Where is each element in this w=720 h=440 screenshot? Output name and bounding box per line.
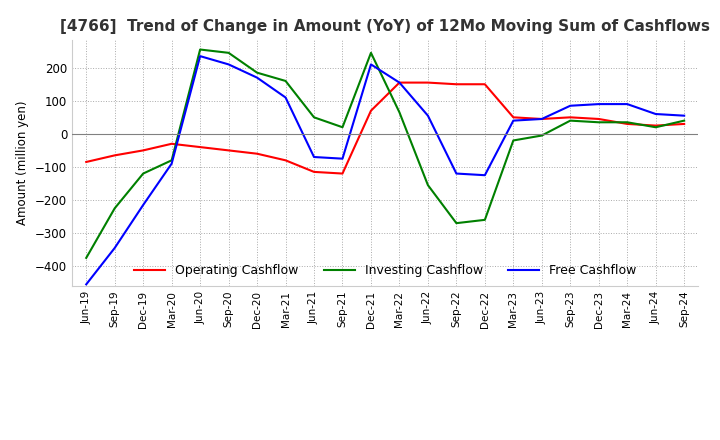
Operating Cashflow	[225, 148, 233, 153]
Operating Cashflow	[139, 148, 148, 153]
Operating Cashflow	[537, 116, 546, 121]
Free Cashflow	[282, 95, 290, 100]
Line: Free Cashflow: Free Cashflow	[86, 56, 684, 284]
Free Cashflow	[537, 116, 546, 121]
Free Cashflow	[82, 282, 91, 287]
Operating Cashflow	[395, 80, 404, 85]
Free Cashflow	[395, 80, 404, 85]
Investing Cashflow	[623, 120, 631, 125]
Investing Cashflow	[338, 125, 347, 130]
Operating Cashflow	[196, 144, 204, 150]
Free Cashflow	[167, 161, 176, 166]
Investing Cashflow	[167, 158, 176, 163]
Investing Cashflow	[452, 220, 461, 226]
Investing Cashflow	[196, 47, 204, 52]
Operating Cashflow	[423, 80, 432, 85]
Investing Cashflow	[225, 50, 233, 55]
Operating Cashflow	[253, 151, 261, 156]
Line: Operating Cashflow: Operating Cashflow	[86, 83, 684, 173]
Free Cashflow	[338, 156, 347, 161]
Operating Cashflow	[452, 81, 461, 87]
Investing Cashflow	[139, 171, 148, 176]
Investing Cashflow	[537, 133, 546, 138]
Free Cashflow	[452, 171, 461, 176]
Investing Cashflow	[366, 50, 375, 55]
Free Cashflow	[110, 246, 119, 251]
Operating Cashflow	[566, 115, 575, 120]
Investing Cashflow	[395, 110, 404, 115]
Investing Cashflow	[110, 205, 119, 211]
Free Cashflow	[225, 62, 233, 67]
Operating Cashflow	[338, 171, 347, 176]
Free Cashflow	[423, 113, 432, 118]
Free Cashflow	[623, 102, 631, 107]
Investing Cashflow	[423, 183, 432, 188]
Investing Cashflow	[566, 118, 575, 123]
Free Cashflow	[366, 62, 375, 67]
Investing Cashflow	[82, 255, 91, 260]
Investing Cashflow	[652, 125, 660, 130]
Investing Cashflow	[595, 120, 603, 125]
Free Cashflow	[310, 154, 318, 160]
Y-axis label: Amount (million yen): Amount (million yen)	[17, 101, 30, 225]
Line: Investing Cashflow: Investing Cashflow	[86, 50, 684, 258]
Operating Cashflow	[680, 121, 688, 127]
Operating Cashflow	[595, 116, 603, 121]
Operating Cashflow	[82, 159, 91, 165]
Investing Cashflow	[282, 78, 290, 84]
Operating Cashflow	[623, 121, 631, 127]
Legend: Operating Cashflow, Investing Cashflow, Free Cashflow: Operating Cashflow, Investing Cashflow, …	[129, 259, 642, 282]
Free Cashflow	[680, 113, 688, 118]
Title: [4766]  Trend of Change in Amount (YoY) of 12Mo Moving Sum of Cashflows: [4766] Trend of Change in Amount (YoY) o…	[60, 19, 710, 34]
Investing Cashflow	[253, 70, 261, 75]
Investing Cashflow	[310, 115, 318, 120]
Investing Cashflow	[509, 138, 518, 143]
Free Cashflow	[595, 102, 603, 107]
Investing Cashflow	[680, 118, 688, 123]
Free Cashflow	[566, 103, 575, 108]
Free Cashflow	[480, 172, 489, 178]
Operating Cashflow	[282, 158, 290, 163]
Operating Cashflow	[366, 108, 375, 114]
Free Cashflow	[652, 111, 660, 117]
Investing Cashflow	[480, 217, 489, 223]
Free Cashflow	[196, 54, 204, 59]
Operating Cashflow	[167, 141, 176, 147]
Operating Cashflow	[310, 169, 318, 175]
Operating Cashflow	[110, 153, 119, 158]
Free Cashflow	[139, 202, 148, 208]
Operating Cashflow	[480, 81, 489, 87]
Free Cashflow	[253, 75, 261, 80]
Operating Cashflow	[509, 115, 518, 120]
Free Cashflow	[509, 118, 518, 123]
Operating Cashflow	[652, 123, 660, 128]
